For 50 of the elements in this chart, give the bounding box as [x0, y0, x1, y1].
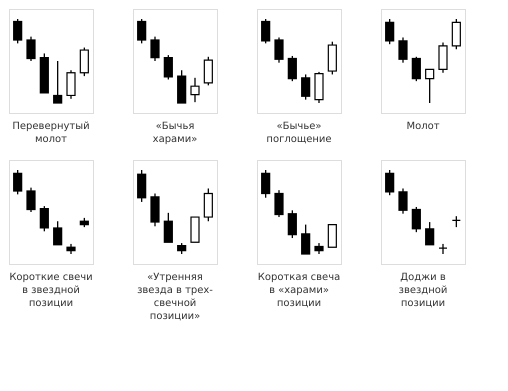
candlestick [274, 36, 284, 64]
candlestick [398, 36, 408, 64]
candlestick [288, 55, 297, 82]
candlestick [328, 224, 337, 248]
candlestick [438, 42, 448, 74]
candlestick [164, 212, 173, 243]
text: Доджи в звездной позиции [398, 272, 448, 309]
candlestick [314, 242, 324, 255]
candlestick [385, 169, 394, 196]
candlestick [137, 169, 146, 203]
text: «Бычья харами» [152, 121, 198, 145]
candlestick [137, 18, 146, 44]
candlestick [425, 221, 434, 246]
candlestick [261, 18, 270, 44]
candlestick [398, 188, 408, 214]
text: Короткие свечи в звездной позиции [9, 272, 93, 309]
candlestick [452, 216, 461, 228]
candlestick [425, 68, 434, 104]
candlestick [301, 224, 310, 255]
candlestick [26, 36, 36, 62]
text: «Утренняя звезда в трех- свечной позиции» [137, 272, 214, 322]
candlestick [288, 210, 297, 239]
candlestick [412, 56, 421, 82]
candlestick [150, 36, 160, 62]
candlestick [164, 54, 173, 80]
candlestick [438, 243, 448, 255]
candlestick [66, 70, 76, 100]
candlestick [13, 18, 22, 44]
candlestick [204, 188, 213, 222]
candlestick [190, 77, 200, 103]
candlestick [13, 169, 22, 196]
candlestick [53, 220, 62, 246]
candlestick [452, 18, 461, 50]
candlestick [261, 169, 270, 198]
text: Короткая свеча в «харами» позиции [258, 272, 340, 309]
candlestick [80, 46, 89, 77]
text: Перевернутый молот [12, 121, 90, 145]
candlestick [274, 190, 284, 218]
candlestick [301, 74, 310, 100]
text: «Бычье» поглощение [266, 121, 332, 145]
candlestick [177, 242, 186, 255]
candlestick [66, 243, 76, 255]
candlestick [26, 186, 36, 213]
candlestick [40, 205, 49, 232]
text: Молот [406, 121, 440, 132]
candlestick [412, 206, 421, 233]
candlestick [80, 217, 89, 228]
candlestick [204, 56, 213, 86]
candlestick [385, 18, 394, 45]
candlestick [53, 60, 62, 104]
